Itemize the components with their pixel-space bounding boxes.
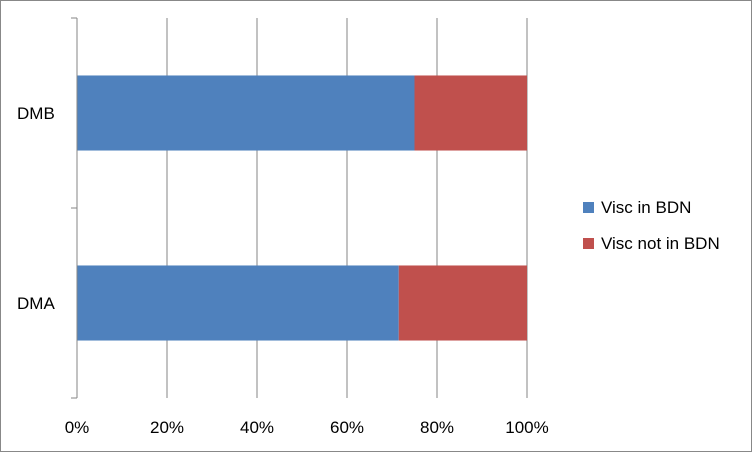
- bars-layer: [77, 75, 527, 341]
- y-tick-label: DMA: [17, 294, 55, 313]
- legend-layer: Visc in BDN Visc not in BDN: [583, 198, 720, 253]
- bar-dma-series-1: [77, 265, 399, 341]
- x-tick-label: 20%: [150, 418, 184, 437]
- bar-dma-series-2: [398, 265, 527, 341]
- x-tick-label: 40%: [240, 418, 274, 437]
- bar-dmb-series-2: [414, 75, 527, 151]
- grid-layer: [166, 18, 528, 398]
- x-tick-label: 100%: [505, 418, 548, 437]
- legend-label: Visc not in BDN: [601, 234, 720, 253]
- legend-label: Visc in BDN: [601, 198, 691, 217]
- x-tick-label: 60%: [330, 418, 364, 437]
- bar-dmb-series-1: [77, 75, 415, 151]
- legend-swatch: [583, 202, 594, 213]
- legend-swatch: [583, 238, 594, 249]
- x-tick-label: 0%: [65, 418, 90, 437]
- axis-layer: DMB DMA 0% 20% 40% 60% 80% 100%: [17, 17, 549, 437]
- x-tick-label: 80%: [420, 418, 454, 437]
- y-tick-label: DMB: [17, 104, 55, 123]
